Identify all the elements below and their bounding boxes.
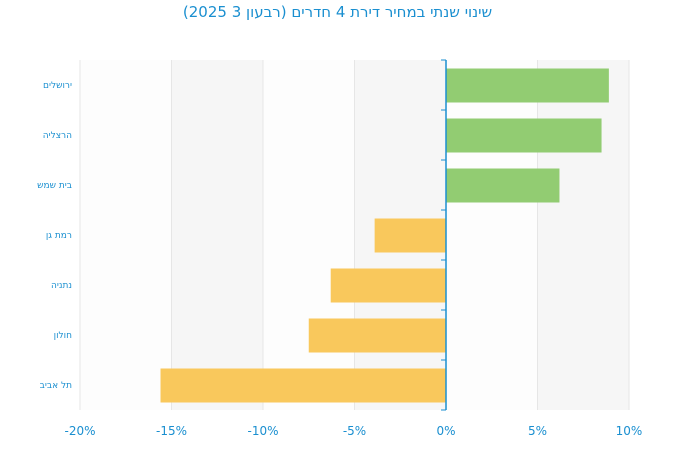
bar: [308, 318, 446, 353]
bar: [330, 268, 446, 303]
category-label: רמת גן: [46, 231, 72, 241]
x-tick-label: -10%: [247, 424, 278, 438]
bar: [446, 68, 609, 103]
x-tick-label: -5%: [343, 424, 366, 438]
category-label: נתניה: [51, 281, 72, 291]
x-tick-label: -20%: [64, 424, 95, 438]
category-label: תל אביב: [40, 381, 72, 391]
x-tick-label: 10%: [616, 424, 643, 438]
category-label: חולון: [54, 331, 72, 341]
grid-band: [171, 60, 263, 410]
bar: [160, 368, 446, 403]
category-label: ירושלים: [43, 81, 72, 91]
x-tick-label: -15%: [156, 424, 187, 438]
bar: [446, 118, 602, 153]
chart-title: שינוי שנתי במחיר דירת 4 חדרים (רבעון 3 2…: [182, 3, 493, 21]
bar: [374, 218, 446, 253]
x-tick-label: 0%: [436, 424, 455, 438]
category-label: בית שמש: [37, 181, 72, 191]
grid-band: [537, 60, 629, 410]
category-label: הרצליה: [43, 131, 72, 141]
bar: [446, 168, 560, 203]
x-tick-label: 5%: [528, 424, 547, 438]
